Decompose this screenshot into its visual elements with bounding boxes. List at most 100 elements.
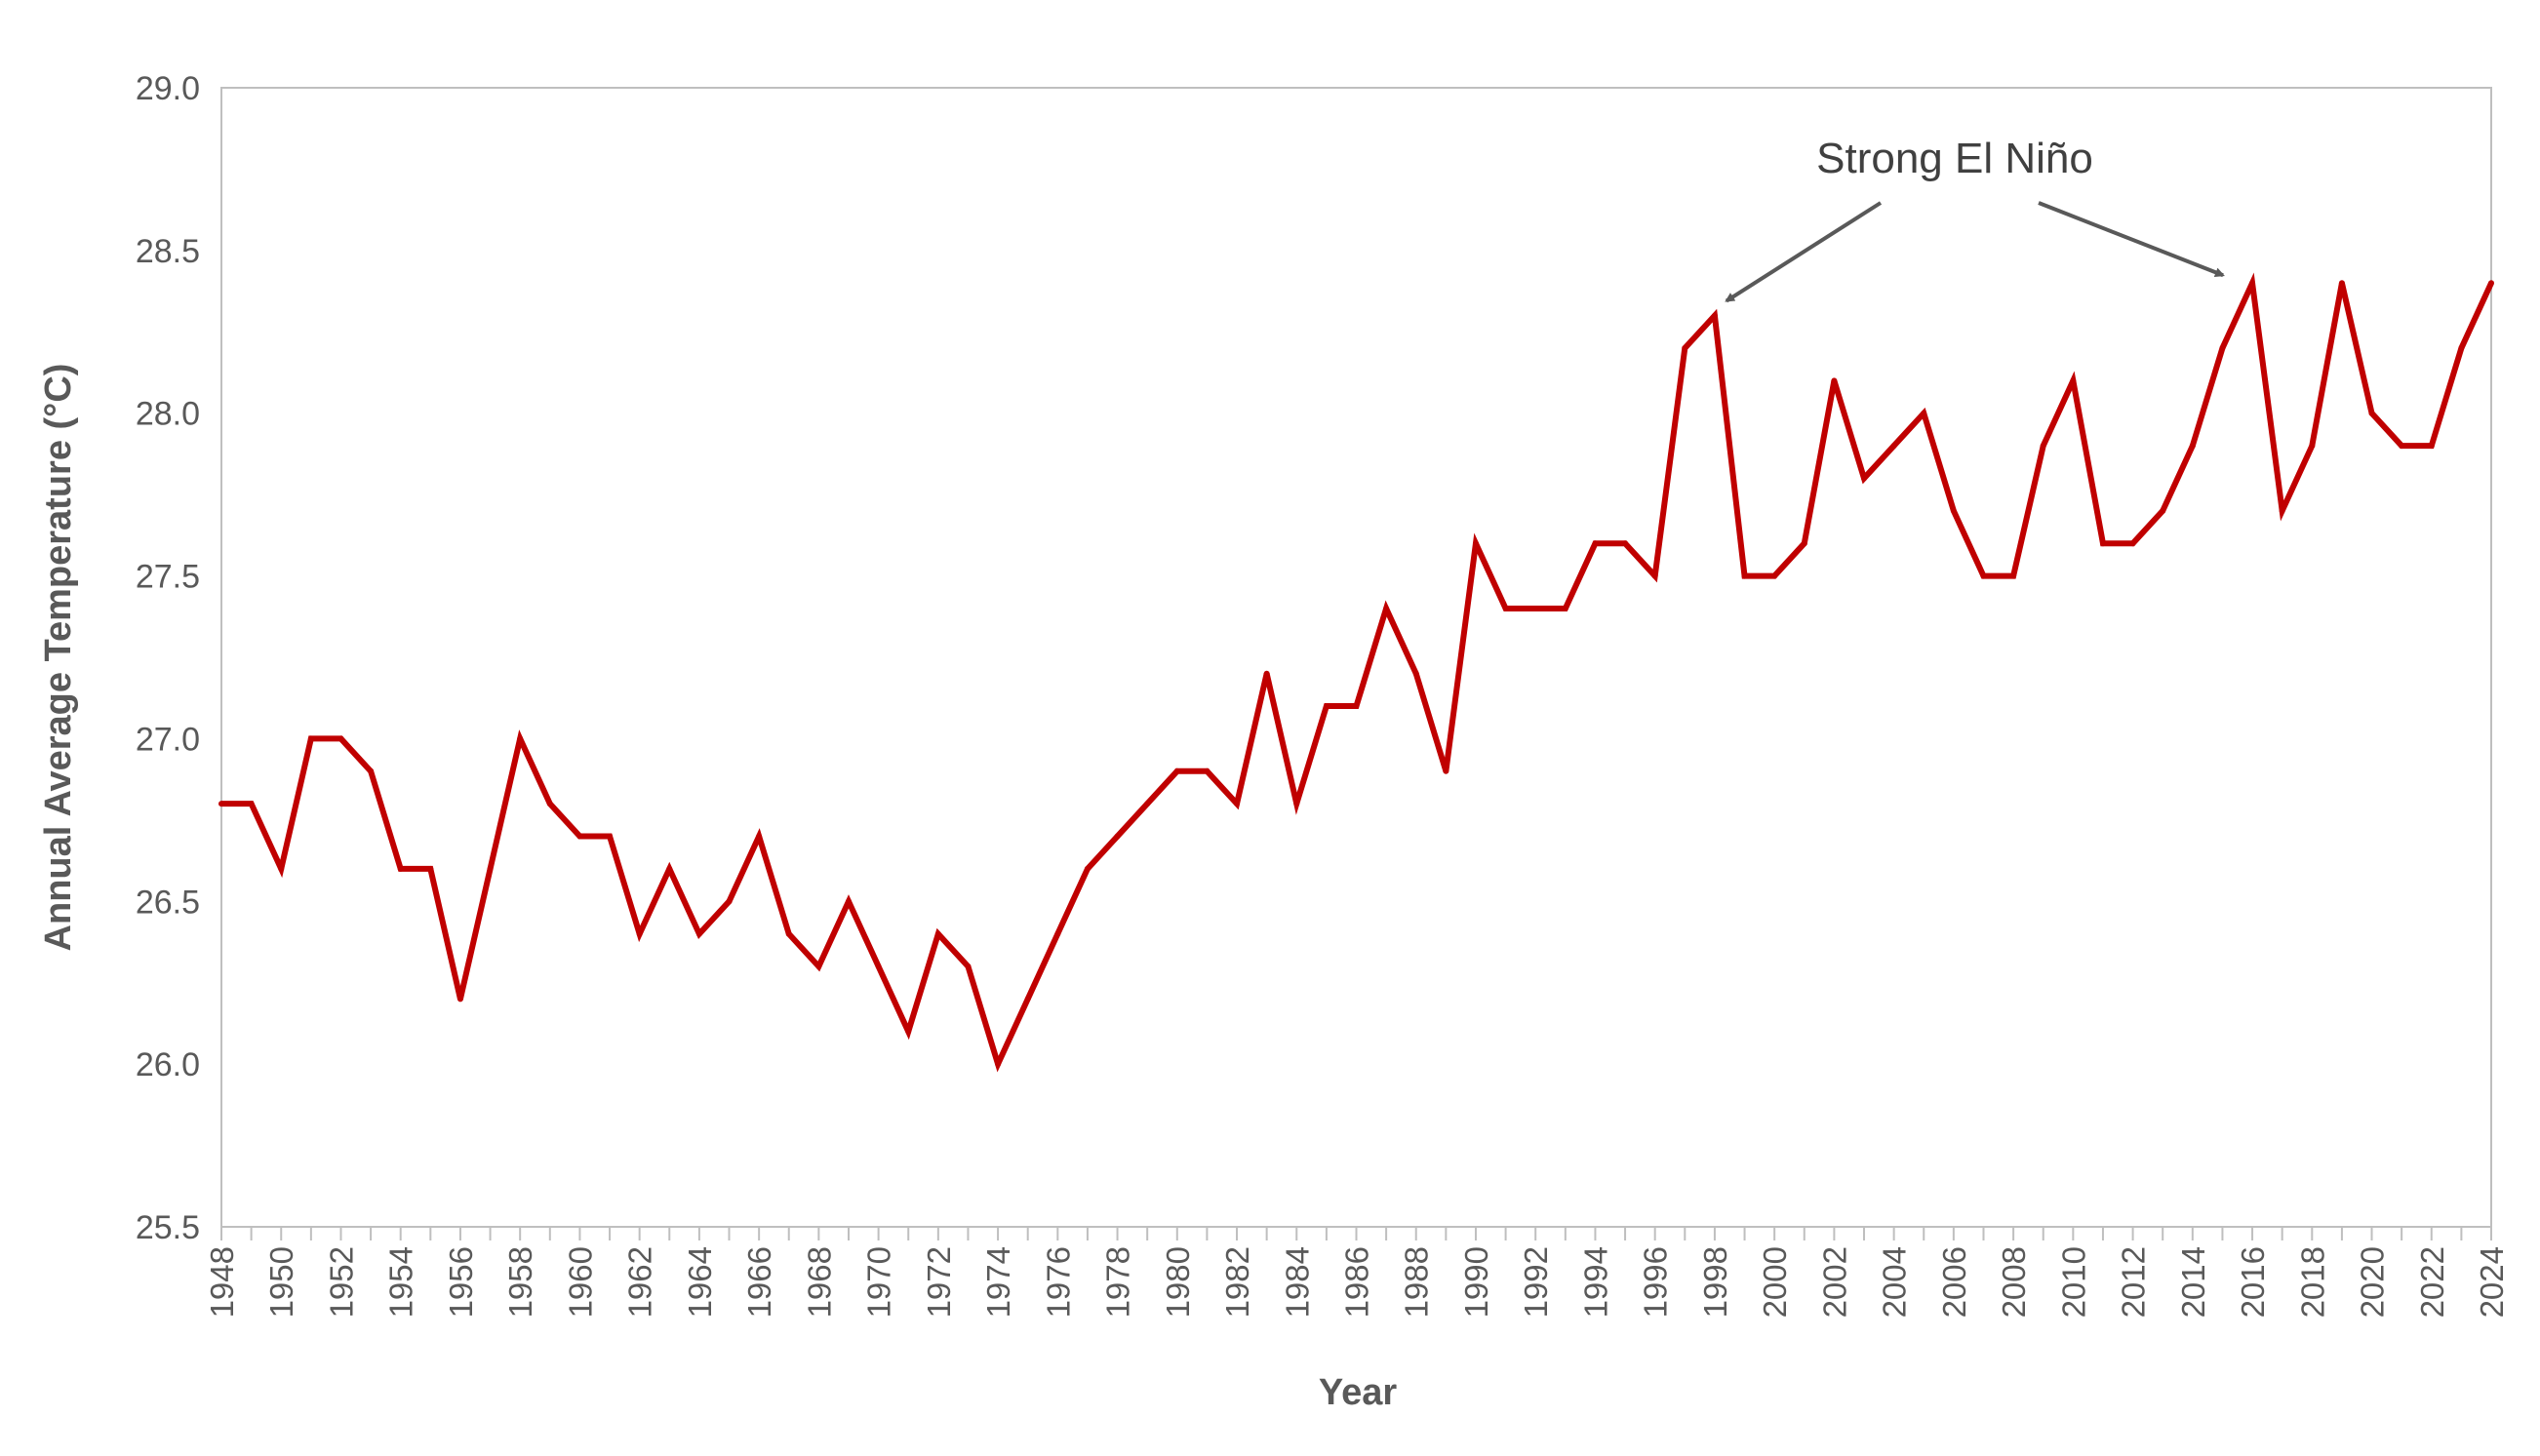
data-point [2249, 280, 2256, 287]
data-point [1114, 833, 1121, 840]
y-tick-label: 28.5 [136, 233, 200, 270]
x-tick-label: 1958 [502, 1246, 538, 1318]
data-point [2129, 540, 2136, 547]
y-axis-ticks: 25.5 26.0 26.5 27.0 27.5 28.0 28.5 29.0 [136, 70, 200, 1246]
data-point [2279, 507, 2285, 514]
x-tick-label: 1978 [1100, 1246, 1136, 1318]
data-point [2189, 443, 2196, 450]
data-point [607, 833, 614, 840]
data-point [1622, 540, 1629, 547]
data-point [397, 865, 404, 872]
x-tick-label: 1976 [1040, 1246, 1076, 1318]
data-point [2070, 377, 2077, 384]
data-point [636, 930, 643, 937]
data-point [278, 865, 285, 872]
data-point [2338, 280, 2345, 287]
x-tick-label: 1966 [741, 1246, 777, 1318]
x-tick-label: 1968 [801, 1246, 837, 1318]
data-point [248, 801, 255, 807]
data-point [576, 833, 583, 840]
data-point [2488, 280, 2494, 287]
data-point [1831, 377, 1838, 384]
x-tick-label: 2000 [1757, 1246, 1793, 1318]
x-tick-label: 1950 [263, 1246, 299, 1318]
data-point [487, 865, 494, 872]
x-tick-label: 1984 [1279, 1246, 1315, 1318]
data-point [785, 930, 792, 937]
data-point [905, 1028, 912, 1035]
data-point [2309, 443, 2316, 450]
data-point [1412, 670, 1419, 677]
y-tick-label: 27.0 [136, 721, 200, 758]
data-point [1263, 670, 1270, 677]
data-point [2040, 443, 2046, 450]
data-point [1173, 767, 1180, 774]
x-tick-label: 2014 [2175, 1246, 2211, 1318]
data-point [1741, 572, 1748, 579]
x-tick-label: 2024 [2474, 1246, 2510, 1318]
data-point [307, 735, 314, 742]
y-tick-label: 28.0 [136, 396, 200, 433]
data-point [1502, 605, 1509, 611]
x-axis-ticks: 1948 1950 1952 1954 1956 1958 1960 1962 1964 1966… [204, 1227, 2510, 1318]
data-point [456, 996, 463, 1003]
x-tick-label: 2018 [2294, 1246, 2330, 1318]
x-tick-label: 2012 [2116, 1246, 2152, 1318]
data-point [1921, 410, 1927, 416]
data-point [695, 930, 702, 937]
x-tick-label: 1962 [622, 1246, 658, 1318]
x-tick-label: 1998 [1697, 1246, 1733, 1318]
data-point [1801, 540, 1807, 547]
data-point [1144, 801, 1151, 807]
annotation-arrow-1998 [1725, 201, 1883, 303]
data-point [965, 964, 972, 970]
data-point [2099, 540, 2106, 547]
x-tick-label: 2020 [2355, 1246, 2391, 1318]
x-tick-label: 1996 [1638, 1246, 1674, 1318]
x-tick-label: 2022 [2414, 1246, 2450, 1318]
data-point [1890, 443, 1897, 450]
data-point [1682, 344, 1688, 351]
x-tick-label: 1990 [1458, 1246, 1494, 1318]
data-point [2458, 344, 2465, 351]
data-point [337, 735, 344, 742]
x-tick-label: 1956 [443, 1246, 479, 1318]
data-point [1562, 605, 1568, 611]
data-point [2399, 443, 2405, 450]
x-tick-label: 1988 [1399, 1246, 1435, 1318]
y-tick-label: 27.5 [136, 559, 200, 596]
x-tick-label: 1992 [1518, 1246, 1554, 1318]
x-tick-label: 2010 [2055, 1246, 2091, 1318]
x-tick-label: 2008 [1996, 1246, 2032, 1318]
data-point [1353, 703, 1360, 710]
annotation-strong-el-nino: Strong El Niño [1816, 135, 2093, 182]
annotation-arrow-2016 [2038, 201, 2225, 278]
data-point [517, 735, 524, 742]
x-tick-label: 1980 [1160, 1246, 1196, 1318]
data-point [815, 964, 822, 970]
data-point [1024, 996, 1031, 1003]
data-point [1234, 801, 1241, 807]
data-point [1592, 540, 1599, 547]
data-point [2010, 572, 2017, 579]
x-tick-label: 1954 [383, 1246, 419, 1318]
data-point [1054, 930, 1061, 937]
x-tick-label: 2016 [2235, 1246, 2271, 1318]
x-tick-label: 1960 [562, 1246, 598, 1318]
data-point [1204, 767, 1210, 774]
data-point [666, 865, 673, 872]
data-point [2160, 507, 2166, 514]
data-point [934, 930, 941, 937]
y-tick-label: 29.0 [136, 70, 200, 107]
data-point [1532, 605, 1539, 611]
data-point [2368, 410, 2375, 416]
data-point [1293, 801, 1300, 807]
x-tick-label: 1970 [861, 1246, 897, 1318]
x-tick-label: 1948 [204, 1246, 240, 1318]
data-point [1443, 767, 1449, 774]
data-point [1084, 865, 1091, 872]
x-tick-label: 2002 [1816, 1246, 1852, 1318]
data-point [1950, 507, 1957, 514]
plot-area [220, 87, 2492, 1228]
